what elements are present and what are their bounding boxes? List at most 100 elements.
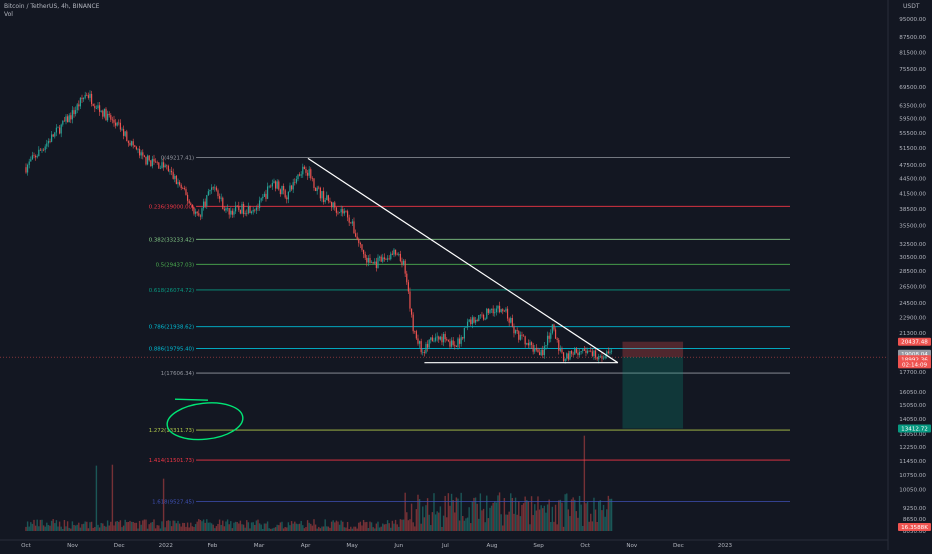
volume-bar <box>537 496 539 531</box>
candle-body <box>502 309 504 312</box>
volume-bar <box>433 493 435 531</box>
price-badge <box>898 337 931 346</box>
volume-bar <box>414 526 416 531</box>
candle-body <box>378 256 381 258</box>
volume-bar <box>356 528 358 531</box>
candle-body <box>135 146 137 150</box>
volume-bar <box>535 510 538 531</box>
volume-bar <box>492 502 494 531</box>
volume-bar <box>228 524 230 531</box>
candle-body <box>210 187 213 190</box>
candle-body <box>316 187 318 192</box>
candle-body <box>527 343 529 346</box>
candle-body <box>252 209 254 212</box>
symbol-legend[interactable]: Bitcoin / TetherUS, 4h, BINANCE Vol <box>4 3 99 18</box>
volume-bar <box>268 528 270 531</box>
candle-body <box>559 349 561 351</box>
candle-body <box>556 338 558 340</box>
candle-body <box>521 334 523 336</box>
symbol-title[interactable]: Bitcoin / TetherUS, 4h, BINANCE <box>4 3 100 10</box>
candle-body <box>204 201 206 206</box>
candle-body <box>182 188 184 189</box>
volume-bar <box>407 520 410 531</box>
volume-bar <box>334 522 336 531</box>
candle-body <box>513 326 515 334</box>
candle-body <box>386 258 389 260</box>
price-axis[interactable]: 95000.00 87500.00 81500.00 75500.00 69500.00… <box>887 0 926 550</box>
price-tick-label: 11450.00 <box>899 459 926 465</box>
volume-bar <box>122 525 125 531</box>
volume-bar <box>135 522 138 531</box>
volume-bar <box>399 519 402 531</box>
candle-body <box>356 236 358 240</box>
candle-body <box>110 115 112 120</box>
candle-body <box>607 351 609 354</box>
candle-body <box>46 143 48 147</box>
price-tick-label: 17700.00 <box>899 370 926 376</box>
candle-body <box>297 174 299 180</box>
candle-body <box>465 327 467 329</box>
candle-body <box>95 108 97 109</box>
candle-body <box>199 215 201 217</box>
candle-body <box>308 169 310 176</box>
candle-body <box>196 211 198 214</box>
volume-bar <box>583 435 586 531</box>
price-tick-label: 32500.00 <box>899 242 926 248</box>
volume-bar <box>441 526 443 531</box>
candle-body <box>209 189 211 192</box>
fib-retracement[interactable]: 0(49217.41) 0.236(39000.00) 0.382(33233.42… <box>149 156 790 506</box>
volume-bar <box>31 523 34 531</box>
volume-bar <box>420 523 422 531</box>
drawing-lines[interactable] <box>307 157 619 364</box>
candle-body <box>145 156 147 165</box>
volume-bar <box>306 520 309 531</box>
candle-body <box>175 175 177 185</box>
candle-body <box>222 197 224 210</box>
volume-bar <box>180 526 182 531</box>
volume-bar <box>273 527 275 531</box>
candle-body <box>36 156 38 158</box>
candle-body <box>586 350 589 353</box>
candle-body <box>233 211 235 215</box>
volume-bar <box>95 465 98 531</box>
stop-zone <box>622 341 684 357</box>
candle-body <box>257 207 259 209</box>
time-axis[interactable]: Oct Nov Dec 2022 Feb Mar Apr May Jun Jul Aug Sep Oct… <box>0 539 888 549</box>
short-position-tool[interactable] <box>0 341 888 429</box>
candle-body <box>303 166 305 170</box>
volume-bar <box>609 498 611 531</box>
time-tick-label: Mar <box>254 543 265 549</box>
volume-legend[interactable]: Vol <box>4 11 13 18</box>
candle-body <box>314 187 317 192</box>
volume-bar <box>55 520 58 531</box>
volume-bar <box>473 497 475 531</box>
volume-bar <box>495 502 498 531</box>
volume-bar <box>342 521 344 531</box>
candle-body <box>41 149 43 151</box>
candle-body <box>244 213 246 214</box>
candle-body <box>369 257 371 263</box>
candle-body <box>311 178 313 179</box>
candle-body <box>430 337 432 340</box>
volume-bar <box>206 519 208 531</box>
price-tick-label: 13050.00 <box>899 432 926 438</box>
candle-body <box>207 191 209 196</box>
volume-bar <box>47 525 50 531</box>
candle-body <box>458 338 461 344</box>
volume-bar <box>471 501 474 531</box>
volume-bar <box>202 519 205 531</box>
candle-body <box>486 308 488 319</box>
candle-body <box>151 158 153 167</box>
volume-bar <box>151 521 154 531</box>
volume-bar <box>518 501 520 531</box>
time-tick-label: Apr <box>301 543 311 549</box>
volume-bar <box>76 524 78 531</box>
candle-body <box>94 105 96 109</box>
volume-bar <box>71 521 74 531</box>
candle-body <box>610 350 613 352</box>
candle-body <box>484 318 486 320</box>
candle-body <box>436 336 438 338</box>
volume-bar <box>586 501 589 531</box>
